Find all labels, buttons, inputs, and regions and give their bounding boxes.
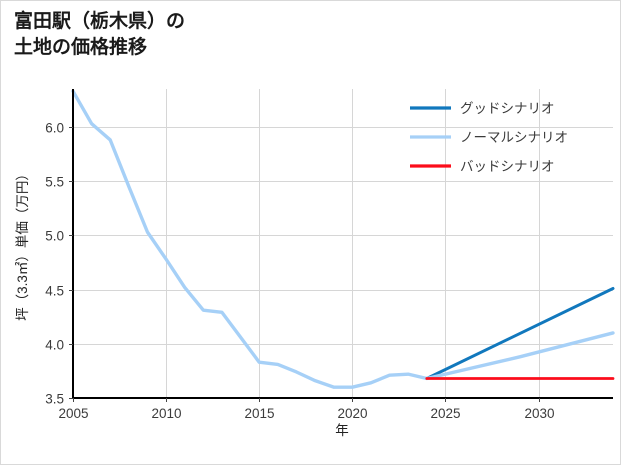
x-tick-label: 2025 [430,406,460,421]
x-tick-label: 2015 [244,406,274,421]
x-tick-label: 2020 [337,406,367,421]
y-axis-title: 坪（3.3㎡）単価（万円） [15,167,30,321]
axis-spines [71,89,613,400]
y-tick-label: 5.0 [45,229,64,244]
series-line-0 [425,286,615,380]
y-tick-label: 4.0 [45,338,64,353]
series-line-1 [71,89,615,389]
page-title: 富田駅（栃木県）の 土地の価格推移 [14,11,186,58]
x-axis-ticks: 2005 2010 2015 2020 2025 2030 [58,398,555,421]
series-lines [71,89,615,389]
y-tick-label: 4.5 [45,284,64,299]
x-tick-label: 2030 [524,406,554,421]
y-tick-label: 3.5 [45,392,64,407]
y-axis-ticks: 3.5 4.0 4.5 5.0 5.5 6.0 [45,121,73,407]
legend-label-2: バッドシナリオ [460,159,555,174]
x-axis-title: 年 [335,423,349,438]
y-tick-label: 6.0 [45,121,64,136]
legend-label-0: グッドシナリオ [460,101,555,116]
x-tick-label: 2005 [58,406,88,421]
legend-label-1: ノーマルシナリオ [460,130,568,145]
x-tick-label: 2010 [151,406,181,421]
y-tick-label: 5.5 [45,175,64,190]
